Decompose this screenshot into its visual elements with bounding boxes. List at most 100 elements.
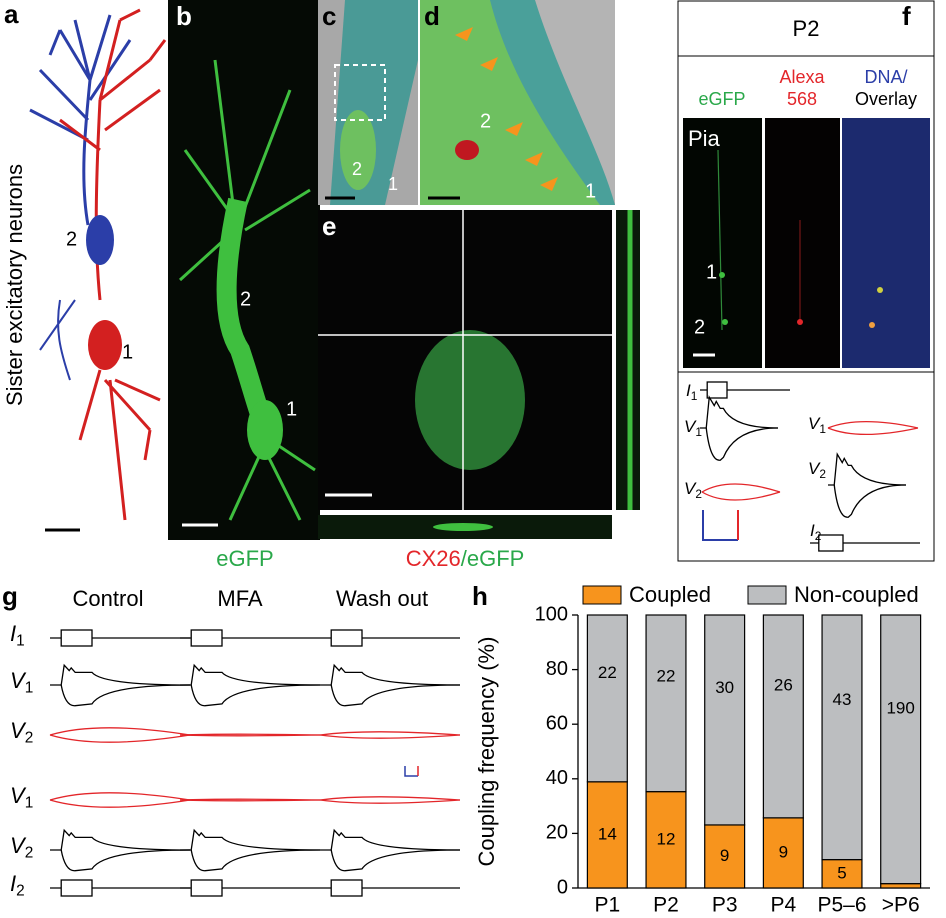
symbol: I xyxy=(686,381,691,400)
symbol: I xyxy=(810,521,815,540)
index: 1 xyxy=(25,795,34,812)
trace-label: I1 xyxy=(686,381,698,403)
neuron-render xyxy=(29,8,167,532)
voltage-trace xyxy=(319,731,461,736)
condition-label: MFA xyxy=(217,586,263,611)
cell-label: 1 xyxy=(286,398,297,420)
voltage-trace xyxy=(701,483,781,493)
symbol: V xyxy=(684,479,697,498)
column-label: 568 xyxy=(787,89,817,109)
symbol: V xyxy=(10,833,27,858)
count-label: 14 xyxy=(598,824,617,843)
current-pulse xyxy=(60,629,93,647)
index: 1 xyxy=(16,633,25,650)
voltage-trace xyxy=(49,727,191,736)
bar-segment xyxy=(821,614,863,861)
x-tick-label: P3 xyxy=(712,894,738,917)
index: 2 xyxy=(16,883,25,900)
voltage-trace xyxy=(330,849,461,872)
trace-label: V2 xyxy=(808,459,826,481)
symbol: V xyxy=(808,459,821,478)
voltage-trace xyxy=(179,734,321,737)
voltage-trace xyxy=(50,663,191,686)
voltage-trace xyxy=(701,491,781,501)
x-tick-label: P5–6 xyxy=(817,894,866,917)
current-pulse xyxy=(706,381,728,399)
count-label: 9 xyxy=(779,842,788,861)
bar-segment xyxy=(880,883,922,889)
count-label: 26 xyxy=(774,675,793,694)
cell-label: 1 xyxy=(585,180,596,202)
trace-label: I1 xyxy=(10,621,25,650)
index: 1 xyxy=(25,680,34,697)
index: 1 xyxy=(819,422,826,436)
trace-label: V1 xyxy=(808,414,826,436)
panel-label: e xyxy=(322,211,336,241)
count-label: 22 xyxy=(598,663,617,682)
y-tick-label: 20 xyxy=(546,822,568,844)
current-pulse xyxy=(818,534,844,552)
condition-label: Wash out xyxy=(336,586,428,611)
voltage-trace xyxy=(320,828,461,851)
cell-label: 2 xyxy=(352,159,362,179)
index: 2 xyxy=(819,467,826,481)
trace-label: V1 xyxy=(10,668,33,697)
trace-label: I2 xyxy=(10,871,25,900)
bar-segment xyxy=(762,614,804,819)
panel-label: f xyxy=(902,1,911,31)
panel-label: a xyxy=(4,0,19,29)
voltage-trace xyxy=(330,684,461,707)
column-label: Alexa xyxy=(779,67,825,87)
trace-label: V2 xyxy=(10,718,33,747)
symbol: I xyxy=(10,621,16,646)
legend-label: Non-coupled xyxy=(794,582,919,607)
voltage-trace xyxy=(190,849,321,872)
x-tick-label: P4 xyxy=(770,894,796,917)
voltage-trace xyxy=(319,734,461,739)
render-shape xyxy=(340,110,376,190)
count-label: 5 xyxy=(837,863,846,882)
cell-label: 2 xyxy=(480,110,491,132)
column-label: DNA/ xyxy=(864,67,907,87)
voltage-trace xyxy=(49,799,191,808)
y-tick-label: 0 xyxy=(557,876,568,898)
bar-segment xyxy=(880,614,922,885)
caption: eGFP xyxy=(216,546,273,571)
bar-segment xyxy=(645,614,687,793)
cell-image xyxy=(178,59,316,527)
voltage-trace xyxy=(49,792,191,801)
voltage-trace xyxy=(60,684,191,707)
voltage-trace xyxy=(49,734,191,743)
trace-label: V2 xyxy=(10,833,33,862)
voltage-trace xyxy=(50,828,191,851)
x-tick-label: >P6 xyxy=(882,894,920,917)
count-label: 12 xyxy=(657,829,676,848)
voltage-trace xyxy=(705,427,779,461)
y-tick-label: 80 xyxy=(546,658,568,680)
count-label: 22 xyxy=(657,666,676,685)
y-tick-label: 60 xyxy=(546,712,568,734)
trace-label: V2 xyxy=(684,479,702,501)
count-label: 9 xyxy=(720,846,729,865)
x-tick-label: P1 xyxy=(594,894,620,917)
panel-label: h xyxy=(472,581,488,611)
legend-swatch xyxy=(582,585,622,605)
voltage-trace xyxy=(180,828,321,851)
voltage-trace xyxy=(833,484,907,518)
index: 2 xyxy=(695,487,702,501)
axis-label: Sister excitatory neurons xyxy=(2,164,27,406)
index: 2 xyxy=(25,730,34,747)
index: 1 xyxy=(691,389,698,403)
symbol: V xyxy=(684,417,697,436)
current-pulse xyxy=(330,629,363,647)
cell-label: 1 xyxy=(388,174,398,194)
panel-label: c xyxy=(322,1,336,31)
voltage-trace xyxy=(319,799,461,804)
voltage-trace xyxy=(828,452,907,486)
current-pulse xyxy=(190,629,223,647)
legend-label: Coupled xyxy=(629,582,711,607)
count-label: 43 xyxy=(833,690,852,709)
cell-label: 2 xyxy=(66,228,77,250)
